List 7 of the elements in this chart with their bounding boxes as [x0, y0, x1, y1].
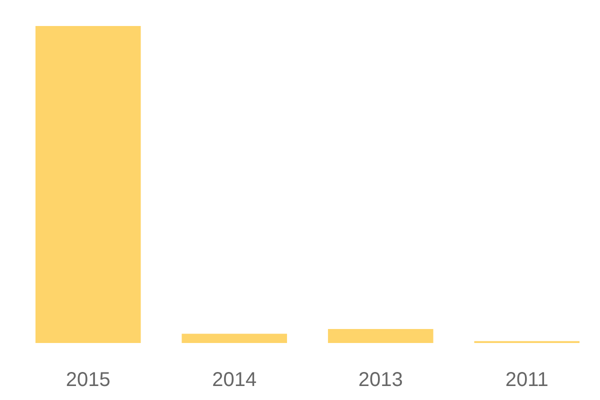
- bar: [182, 334, 288, 343]
- x-tick-label: 2013: [358, 369, 403, 391]
- x-tick-label: 2014: [212, 369, 257, 391]
- bar: [328, 329, 434, 343]
- bar: [35, 26, 141, 343]
- x-tick-label: 2015: [66, 369, 110, 391]
- x-tick-label: 2011: [505, 369, 548, 391]
